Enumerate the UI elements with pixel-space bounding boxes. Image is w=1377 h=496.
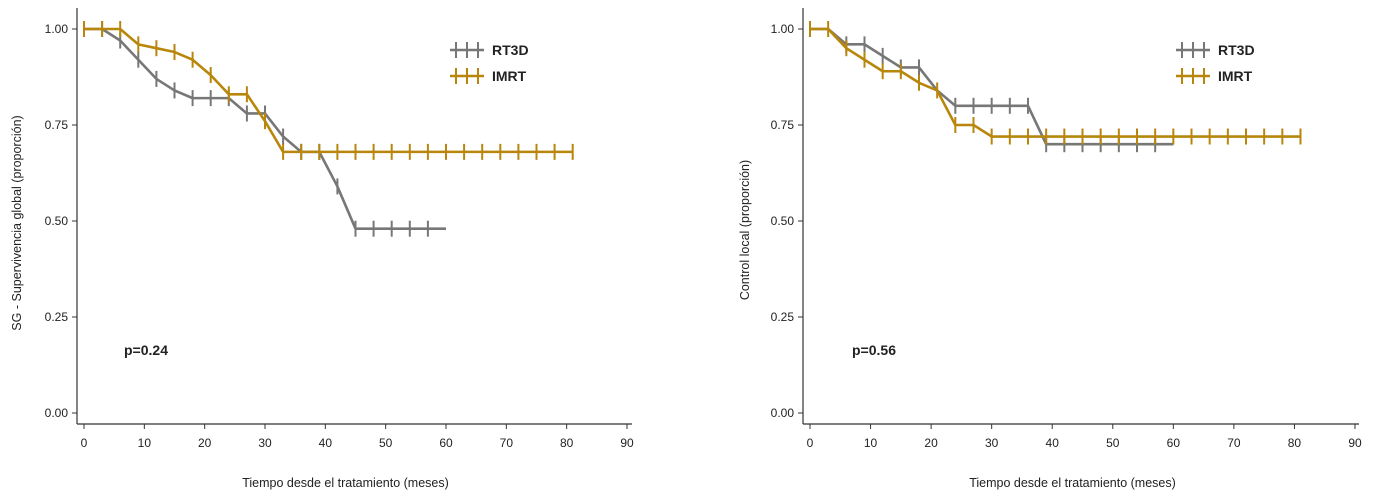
legend-label: RT3D	[492, 42, 529, 58]
x-tick-label: 10	[138, 436, 152, 450]
legend-label: RT3D	[1218, 42, 1255, 58]
x-tick-label: 60	[439, 436, 453, 450]
x-tick-label: 10	[864, 436, 878, 450]
x-tick-label: 20	[198, 436, 212, 450]
x-tick-label: 90	[1348, 436, 1362, 450]
x-tick-label: 70	[500, 436, 514, 450]
x-tick-label: 0	[807, 436, 814, 450]
x-tick-label: 80	[560, 436, 574, 450]
legend-item-imrt: IMRT	[450, 68, 527, 84]
x-tick-label: 50	[379, 436, 393, 450]
km-chart-2: 0.00 0.25 0.50 0.75 1.00 0 10 20 30 40 50 60 70 80 90 T…	[738, 8, 1362, 490]
x-tick-label: 40	[319, 436, 333, 450]
x-axis-title: Tiempo desde el tratamiento (meses)	[969, 476, 1176, 490]
survival-curve-imrt	[810, 27, 1301, 138]
x-tick-label: 30	[258, 436, 272, 450]
y-tick-label: 0.75	[771, 118, 795, 132]
x-tick-label: 60	[1167, 436, 1181, 450]
x-axis-title: Tiempo desde el tratamiento (meses)	[242, 476, 449, 490]
y-tick-label: 1.00	[45, 22, 69, 36]
legend-item-rt3d: RT3D	[450, 42, 529, 58]
p-value-annotation: p=0.24	[124, 342, 168, 358]
legend-item-rt3d: RT3D	[1176, 42, 1255, 58]
y-tick-label: 1.00	[771, 22, 795, 36]
y-tick-label: 0.50	[771, 214, 795, 228]
km-chart-1: 0.00 0.25 0.50 0.75 1.00 0 10 20 30 40 50 60 70 80 90 T…	[10, 8, 634, 490]
series-imrt	[809, 21, 1302, 145]
y-tick-label: 0.75	[45, 118, 69, 132]
legend-label: IMRT	[1218, 68, 1253, 84]
y-axis-title: Control local (proporción)	[738, 160, 752, 300]
y-tick-label: 0.50	[45, 214, 69, 228]
legend-label: IMRT	[492, 68, 527, 84]
y-tick-label: 0.00	[771, 406, 795, 420]
x-tick-label: 80	[1288, 436, 1302, 450]
x-tick-label: 0	[81, 436, 88, 450]
x-tick-label: 90	[620, 436, 634, 450]
y-tick-label: 0.25	[45, 310, 69, 324]
y-tick-label: 0.25	[771, 310, 795, 324]
x-tick-label: 50	[1106, 436, 1120, 450]
legend-item-imrt: IMRT	[1176, 68, 1253, 84]
y-axis-title: SG - Supervivencia global (proporción)	[10, 115, 24, 330]
series-imrt	[83, 21, 574, 160]
y-tick-label: 0.00	[45, 406, 69, 420]
x-tick-label: 40	[1046, 436, 1060, 450]
x-tick-label: 30	[985, 436, 999, 450]
x-tick-label: 20	[924, 436, 938, 450]
p-value-annotation: p=0.56	[852, 342, 896, 358]
x-tick-label: 70	[1227, 436, 1241, 450]
